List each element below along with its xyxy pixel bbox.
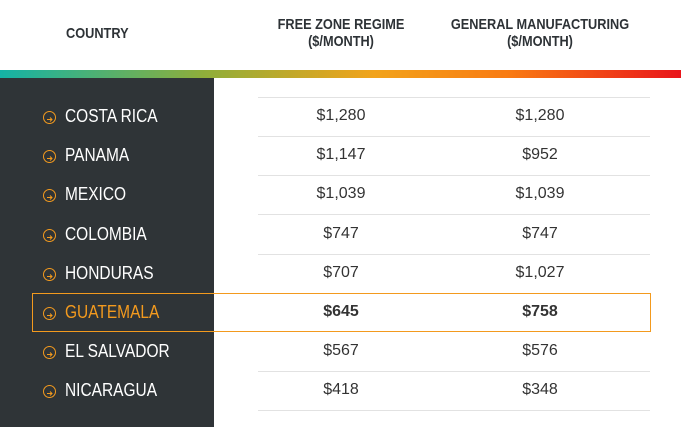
row-icon [43, 111, 56, 124]
column-header: ($/MONTH) [308, 33, 374, 50]
row-rule [258, 175, 650, 177]
general-manufacturing-value: $348 [522, 381, 558, 399]
row-rule [258, 214, 650, 216]
highlight-box [32, 293, 651, 332]
general-manufacturing-value: $576 [522, 342, 558, 360]
row-icon [43, 385, 56, 399]
free-zone-value: $567 [323, 342, 359, 360]
country-name: NICARAGUA [65, 380, 158, 401]
general-manufacturing-value: $1,027 [515, 263, 565, 281]
row-icon [43, 307, 56, 320]
row-rule [258, 253, 650, 255]
general-manufacturing-value: $758 [522, 303, 558, 320]
general-manufacturing-value: $747 [522, 224, 558, 242]
column-header: GENERAL MANUFACTURING [450, 16, 630, 33]
row-rule [258, 136, 650, 137]
column-header: ($/MONTH) [507, 33, 573, 50]
country-name: EL SALVADOR [65, 341, 170, 362]
free-zone-value: $707 [323, 263, 359, 281]
column-header: FREE ZONE REGIME [277, 16, 405, 33]
free-zone-value: $1,147 [316, 146, 366, 164]
row-rule [258, 410, 650, 412]
free-zone-value: $1,039 [316, 185, 366, 203]
general-manufacturing-value: $1,039 [515, 185, 565, 203]
row-icon [43, 150, 56, 164]
row-icon [43, 267, 56, 281]
row-icon [43, 346, 56, 360]
row-rule [258, 97, 650, 98]
column-header: COUNTRY [66, 24, 129, 42]
row-icon [43, 228, 56, 242]
free-zone-value: $1,280 [316, 107, 366, 124]
country-name: PANAMA [65, 145, 130, 166]
country-name: HONDURAS [65, 262, 154, 283]
country-name: GUATEMALA [65, 302, 160, 322]
gradient-bar [0, 70, 681, 78]
country-name: MEXICO [65, 184, 127, 205]
row-icon [43, 189, 56, 203]
country-name: COSTA RICA [65, 106, 158, 126]
country-name: COLOMBIA [65, 223, 147, 244]
free-zone-value: $747 [323, 224, 359, 242]
side-panel [0, 78, 214, 427]
general-manufacturing-value: $952 [522, 146, 558, 164]
general-manufacturing-value: $1,280 [515, 107, 565, 124]
row-rule [258, 371, 650, 373]
free-zone-value: $418 [323, 381, 359, 399]
free-zone-value: $645 [323, 303, 359, 320]
